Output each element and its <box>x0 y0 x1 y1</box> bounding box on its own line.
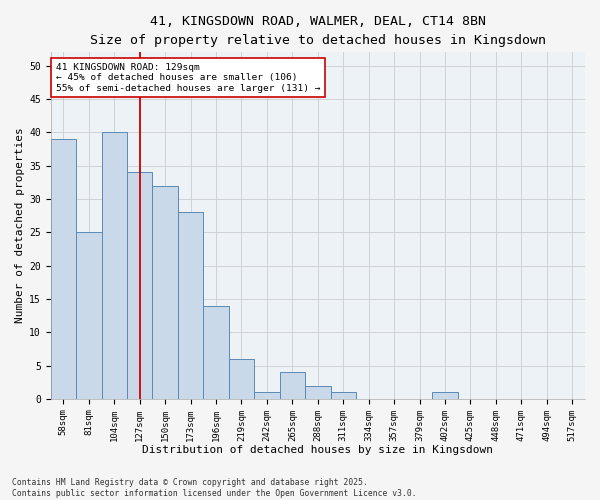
Bar <box>203 306 229 399</box>
Bar <box>254 392 280 399</box>
Bar <box>280 372 305 399</box>
Bar <box>76 232 101 399</box>
Bar <box>127 172 152 399</box>
Bar <box>331 392 356 399</box>
Bar <box>305 386 331 399</box>
Bar <box>229 359 254 399</box>
Bar <box>178 212 203 399</box>
Text: Contains HM Land Registry data © Crown copyright and database right 2025.
Contai: Contains HM Land Registry data © Crown c… <box>12 478 416 498</box>
Bar <box>433 392 458 399</box>
Bar <box>101 132 127 399</box>
Text: 41 KINGSDOWN ROAD: 129sqm
← 45% of detached houses are smaller (106)
55% of semi: 41 KINGSDOWN ROAD: 129sqm ← 45% of detac… <box>56 62 320 92</box>
X-axis label: Distribution of detached houses by size in Kingsdown: Distribution of detached houses by size … <box>142 445 493 455</box>
Bar <box>50 139 76 399</box>
Bar <box>152 186 178 399</box>
Y-axis label: Number of detached properties: Number of detached properties <box>15 128 25 324</box>
Title: 41, KINGSDOWN ROAD, WALMER, DEAL, CT14 8BN
Size of property relative to detached: 41, KINGSDOWN ROAD, WALMER, DEAL, CT14 8… <box>90 15 546 47</box>
